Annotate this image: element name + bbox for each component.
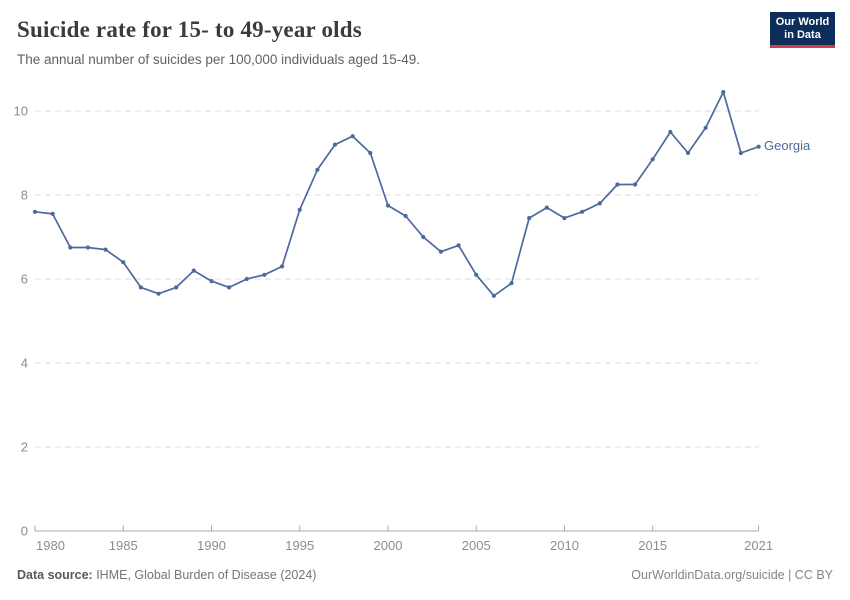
x-tick-label-1980: 1980: [36, 538, 65, 553]
x-tick-label-2015: 2015: [638, 538, 667, 553]
data-point-1981[interactable]: [50, 211, 55, 216]
data-point-2011[interactable]: [580, 209, 585, 214]
data-point-1994[interactable]: [279, 264, 285, 269]
data-point-1985[interactable]: [121, 260, 126, 265]
y-tick-label-8: 8: [21, 188, 28, 203]
x-tick-label-1995: 1995: [285, 538, 314, 553]
data-source-label: Data source:: [17, 568, 93, 582]
data-point-1993[interactable]: [262, 272, 267, 277]
data-point-1999[interactable]: [368, 150, 373, 156]
data-point-2006[interactable]: [491, 293, 496, 298]
owid-logo[interactable]: Our World in Data: [770, 12, 835, 48]
data-point-1995[interactable]: [297, 207, 302, 212]
data-point-2003[interactable]: [438, 249, 444, 254]
data-point-1998[interactable]: [350, 134, 355, 139]
data-line-georgia[interactable]: [34, 91, 760, 297]
data-source-note: Data source: IHME, Global Burden of Dise…: [17, 568, 316, 582]
data-point-2018[interactable]: [703, 125, 708, 130]
data-point-2019[interactable]: [721, 90, 726, 95]
data-point-2004[interactable]: [456, 243, 461, 248]
data-point-1986[interactable]: [138, 285, 143, 290]
data-point-2002[interactable]: [421, 234, 426, 240]
data-point-2010[interactable]: [562, 216, 567, 221]
y-tick-label-2: 2: [21, 440, 28, 455]
x-tick-label-1990: 1990: [197, 538, 226, 553]
series-label-georgia[interactable]: Georgia: [764, 138, 811, 153]
data-point-1997[interactable]: [332, 142, 338, 147]
x-tick-label-2000: 2000: [374, 538, 403, 553]
chart-subtitle: The annual number of suicides per 100,00…: [17, 52, 421, 67]
data-point-1991[interactable]: [227, 285, 232, 290]
data-point-2016[interactable]: [668, 129, 673, 135]
y-tick-label-10: 10: [14, 104, 28, 119]
data-point-1989[interactable]: [191, 268, 196, 273]
data-point-1987[interactable]: [156, 291, 161, 296]
data-source-text: IHME, Global Burden of Disease (2024): [92, 568, 317, 582]
data-point-1992[interactable]: [244, 276, 249, 282]
data-point-1996[interactable]: [315, 167, 320, 172]
data-point-1988[interactable]: [174, 285, 179, 290]
page-title: Suicide rate for 15- to 49-year olds: [17, 17, 362, 42]
owid-logo-line2: in Data: [784, 28, 821, 41]
data-point-2017[interactable]: [685, 150, 691, 156]
data-point-1990[interactable]: [209, 279, 214, 284]
data-point-2009[interactable]: [544, 205, 549, 210]
data-point-1983[interactable]: [85, 245, 91, 250]
y-tick-label-4: 4: [21, 356, 28, 371]
data-point-2007[interactable]: [509, 281, 514, 286]
y-tick-label-6: 6: [21, 272, 28, 287]
x-tick-label-2010: 2010: [550, 538, 579, 553]
data-point-2020[interactable]: [738, 150, 744, 156]
data-point-2012[interactable]: [597, 201, 602, 206]
data-point-1980[interactable]: [32, 209, 38, 214]
data-point-2015[interactable]: [650, 157, 655, 162]
y-tick-label-0: 0: [21, 524, 28, 539]
data-point-1982[interactable]: [68, 245, 73, 250]
license-link[interactable]: OurWorldinData.org/suicide | CC BY: [631, 568, 833, 582]
owid-logo-line1: Our World: [775, 15, 830, 28]
data-point-2000[interactable]: [385, 203, 391, 208]
data-point-2013[interactable]: [615, 182, 620, 187]
data-point-2014[interactable]: [632, 182, 638, 187]
x-tick-label-1985: 1985: [109, 538, 138, 553]
data-point-2005[interactable]: [474, 272, 479, 277]
x-tick-label-2021: 2021: [744, 538, 773, 553]
data-point-2001[interactable]: [403, 213, 408, 219]
data-point-2008[interactable]: [527, 216, 532, 221]
data-point-1984[interactable]: [103, 247, 108, 252]
x-tick-label-2005: 2005: [462, 538, 491, 553]
data-point-2021[interactable]: [756, 144, 761, 149]
